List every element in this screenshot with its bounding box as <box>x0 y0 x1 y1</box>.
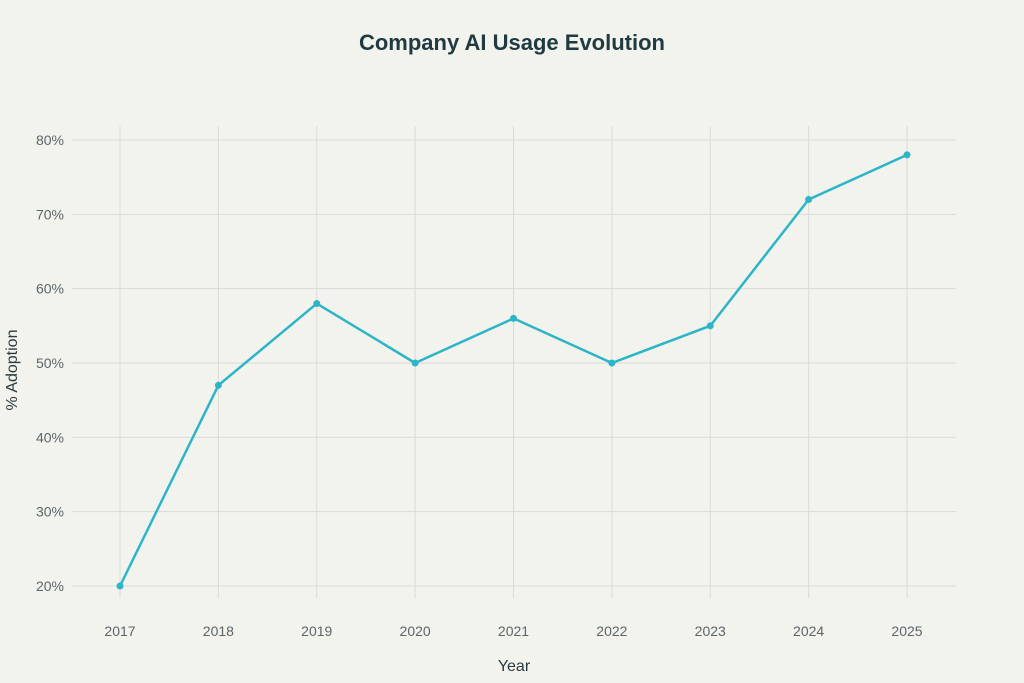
x-tick-label: 2017 <box>104 623 135 639</box>
y-tick-label: 30% <box>36 504 64 520</box>
chart-title: Company AI Usage Evolution <box>359 30 665 55</box>
data-point[interactable] <box>706 322 714 330</box>
y-tick-label: 60% <box>36 281 64 297</box>
y-tick-label: 50% <box>36 355 64 371</box>
data-point[interactable] <box>411 359 419 367</box>
series-layer <box>116 151 911 590</box>
x-tick-label: 2025 <box>891 623 922 639</box>
data-point[interactable] <box>608 359 616 367</box>
data-point[interactable] <box>903 151 911 159</box>
x-tick-label: 2024 <box>793 623 824 639</box>
data-point[interactable] <box>214 381 222 389</box>
x-axis-title: Year <box>498 658 531 675</box>
data-point[interactable] <box>116 582 124 590</box>
y-axis-ticks: 20% 30% 40% 50% 60% 70% 80% <box>36 132 64 594</box>
y-tick-label: 80% <box>36 132 64 148</box>
y-axis-title: % Adoption <box>4 330 21 411</box>
data-point[interactable] <box>510 314 517 322</box>
x-tick-label: 2022 <box>596 623 627 639</box>
y-tick-label: 70% <box>36 206 64 222</box>
x-tick-label: 2023 <box>695 623 726 639</box>
data-point[interactable] <box>805 195 813 203</box>
x-tick-label: 2019 <box>301 623 332 639</box>
y-tick-label: 20% <box>36 578 64 594</box>
x-tick-label: 2018 <box>203 623 234 639</box>
grid <box>72 126 956 598</box>
x-tick-label: 2021 <box>498 623 529 639</box>
data-point[interactable] <box>313 300 321 308</box>
y-tick-label: 40% <box>36 429 64 445</box>
x-tick-label: 2020 <box>400 623 431 639</box>
x-axis-ticks: 2017 2018 2019 2020 2021 2022 2023 2024 2025 <box>104 623 922 639</box>
